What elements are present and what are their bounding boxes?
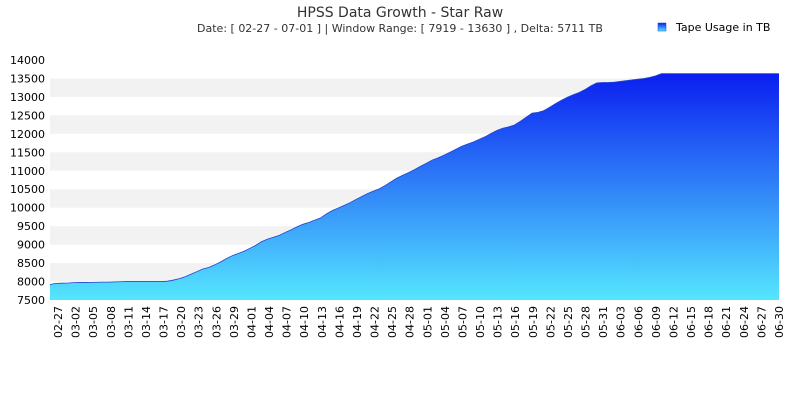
legend-label: Tape Usage in TB — [675, 21, 770, 34]
x-tick-label: 05-04 — [439, 306, 452, 338]
x-tick-label: 06-03 — [615, 306, 628, 338]
x-tick-label: 03-02 — [70, 306, 83, 338]
x-tick-label: 04-19 — [351, 306, 364, 338]
x-tick-label: 03-14 — [140, 306, 153, 338]
x-tick-label: 03-20 — [175, 306, 188, 338]
x-tick-label: 03-29 — [228, 306, 241, 338]
y-tick-label: 14000 — [10, 54, 45, 67]
x-tick-label: 04-16 — [333, 306, 346, 338]
x-tick-label: 03-11 — [122, 306, 135, 338]
y-tick-label: 9500 — [17, 220, 45, 233]
x-tick-label: 03-23 — [193, 306, 206, 338]
x-tick-label: 05-28 — [580, 306, 593, 338]
x-tick-label: 05-25 — [562, 306, 575, 338]
x-tick-label: 05-31 — [597, 306, 610, 338]
x-tick-label: 04-04 — [263, 306, 276, 338]
x-tick-label: 06-30 — [773, 306, 786, 338]
x-tick-label: 05-07 — [456, 306, 469, 338]
x-tick-label: 04-07 — [281, 306, 294, 338]
area-layer — [49, 73, 779, 300]
x-tick-label: 05-16 — [509, 306, 522, 338]
x-tick-label: 06-27 — [755, 306, 768, 338]
x-tick-label: 05-01 — [421, 306, 434, 338]
x-tick-label: 05-10 — [474, 306, 487, 338]
y-tick-label: 13500 — [10, 72, 45, 85]
y-tick-label: 12000 — [10, 128, 45, 141]
series-line-tape-usage — [49, 73, 779, 285]
series-area-tape-usage — [50, 73, 779, 300]
legend: Tape Usage in TB — [657, 21, 770, 34]
x-tick-label: 04-01 — [245, 306, 258, 338]
x-tick-label: 02-27 — [52, 306, 65, 338]
x-tick-label: 04-10 — [298, 306, 311, 338]
y-tick-label: 11500 — [10, 146, 45, 159]
y-tick-label: 10500 — [10, 183, 45, 196]
y-tick-label: 9000 — [17, 239, 45, 252]
chart-subtitle: Date: [ 02-27 - 07-01 ] | Window Range: … — [197, 22, 603, 35]
x-tick-label: 03-08 — [105, 306, 118, 338]
y-tick-label: 12500 — [10, 109, 45, 122]
chart-title: HPSS Data Growth - Star Raw — [297, 5, 503, 21]
y-tick-label: 8000 — [17, 276, 45, 289]
x-tick-label: 04-28 — [404, 306, 417, 338]
y-tick-label: 11000 — [10, 165, 45, 178]
x-tick-label: 05-13 — [492, 306, 505, 338]
x-tick-label: 04-25 — [386, 306, 399, 338]
x-tick-label: 04-22 — [369, 306, 382, 338]
y-tick-label: 7500 — [17, 294, 45, 307]
x-tick-label: 06-06 — [632, 306, 645, 338]
x-tick-label: 04-13 — [316, 306, 329, 338]
x-tick-label: 05-22 — [544, 306, 557, 338]
x-tick-label: 03-05 — [87, 306, 100, 338]
x-axis: 02-27 03-02 03-05 03-08 03-11 03-14 03-17 03-20… — [52, 306, 786, 338]
x-tick-label: 06-15 — [685, 306, 698, 338]
x-tick-label: 06-09 — [650, 306, 663, 338]
legend-swatch — [657, 22, 667, 32]
x-tick-label: 06-21 — [720, 306, 733, 338]
y-tick-label: 8500 — [17, 257, 45, 270]
x-tick-label: 06-18 — [703, 306, 716, 338]
x-tick-label: 06-12 — [667, 306, 680, 338]
y-tick-label: 13000 — [10, 91, 45, 104]
x-tick-label: 05-19 — [527, 306, 540, 338]
y-axis: 7500 8000 8500 9000 9500 10000 10500 11000 11500… — [10, 54, 45, 307]
x-tick-label: 06-24 — [738, 306, 751, 338]
x-tick-label: 03-17 — [158, 306, 171, 338]
x-tick-label: 03-26 — [210, 306, 223, 338]
y-tick-label: 10000 — [10, 202, 45, 215]
